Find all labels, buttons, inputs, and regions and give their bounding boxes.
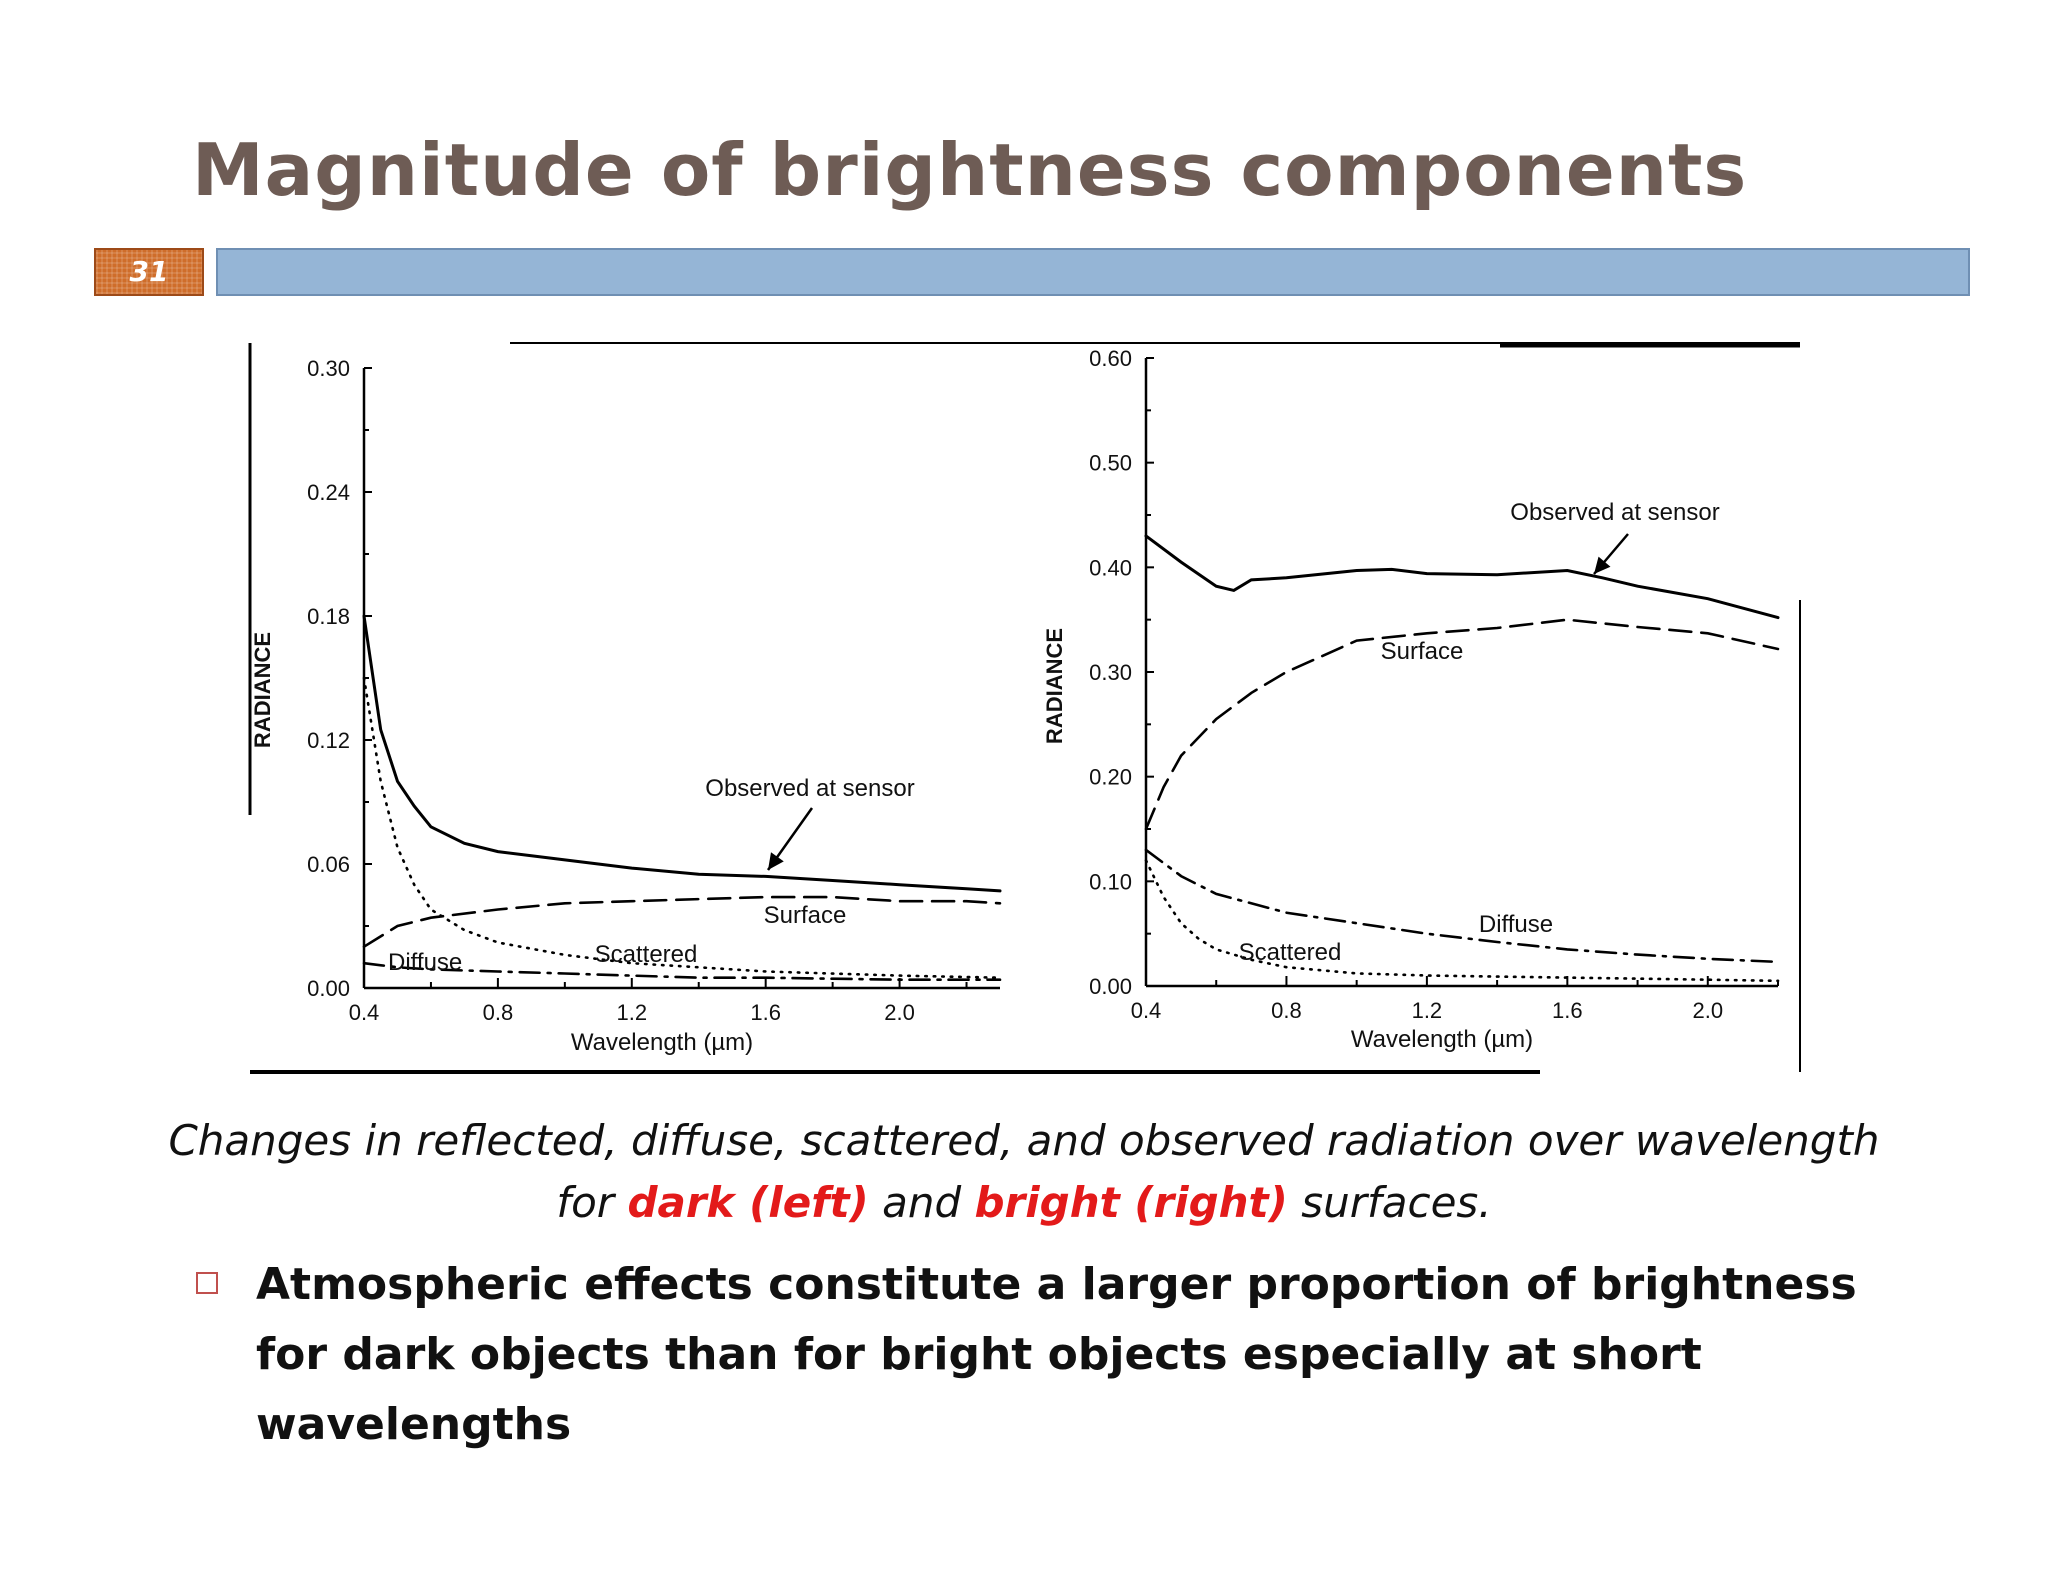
caption-line-2: for dark (left) and bright (right) surfa… (0, 1172, 2048, 1234)
left-annotation-arrowhead (768, 852, 784, 870)
figure-caption: Changes in reflected, diffuse, scattered… (0, 1110, 2048, 1234)
right-annotation-observed-at-sensor: Observed at sensor (1510, 499, 1719, 526)
left-x-tick-label: 0.8 (483, 1000, 514, 1025)
left-x-tick-label: 2.0 (884, 1000, 915, 1025)
right-y-tick-label: 0.30 (1089, 660, 1132, 685)
left-series-surface (362, 895, 1002, 948)
right-annotation-diffuse: Diffuse (1479, 911, 1553, 938)
right-y-tick-label: 0.40 (1089, 555, 1132, 580)
right-y-tick-label: 0.10 (1089, 869, 1132, 894)
right-x-tick-label: 1.6 (1552, 998, 1583, 1023)
left-x-tick-label: 0.4 (349, 1000, 380, 1025)
left-y-tick-label: 0.06 (307, 852, 350, 877)
right-annotation-arrowhead (1594, 556, 1611, 574)
right-y-tick-label: 0.50 (1089, 451, 1132, 476)
right-annotation-scattered: Scattered (1239, 939, 1342, 966)
right-x-tick-label: 2.0 (1692, 998, 1723, 1023)
caption-post: surfaces. (1287, 1178, 1492, 1227)
slide-title: Magnitude of brightness components (192, 128, 1748, 212)
left-y-tick-label: 0.24 (307, 480, 350, 505)
left-y-tick-label: 0.18 (307, 604, 350, 629)
right-series-surface (1144, 618, 1780, 831)
left-y-tick-label: 0.00 (307, 976, 350, 1001)
right-y-tick-label: 0.60 (1089, 346, 1132, 371)
caption-mid: and (868, 1178, 975, 1227)
left-annotation-surface: Surface (764, 902, 847, 929)
caption-dark-highlight: dark (left) (627, 1178, 869, 1227)
left-series-diffuse (362, 961, 1002, 981)
right-x-tick-label: 1.2 (1412, 998, 1443, 1023)
caption-line-1: Changes in reflected, diffuse, scattered… (168, 1116, 1880, 1165)
left-y-axis-label: RADIANCE (250, 632, 275, 748)
right-series-observed-at-sensor (1144, 534, 1780, 620)
right-y-tick-label: 0.20 (1089, 765, 1132, 790)
header-bar (216, 248, 1970, 296)
left-series-scattered (362, 676, 1002, 979)
right-series-diffuse (1144, 848, 1780, 964)
left-y-tick-label: 0.12 (307, 728, 350, 753)
right-x-tick-label: 0.4 (1131, 998, 1162, 1023)
left-x-tick-label: 1.2 (616, 1000, 647, 1025)
right-x-axis-label: Wavelength (µm) (1351, 1026, 1533, 1053)
left-series-observed-at-sensor (362, 614, 1002, 893)
right-y-axis-label: RADIANCE (1042, 628, 1067, 744)
left-annotation-observed-at-sensor: Observed at sensor (705, 775, 914, 802)
bullet-square-icon (196, 1272, 218, 1294)
left-annotation-scattered: Scattered (595, 941, 698, 968)
right-series-scattered (1144, 859, 1780, 983)
left-x-axis-label: Wavelength (µm) (571, 1029, 753, 1056)
left-annotation-diffuse: Diffuse (388, 949, 462, 976)
right-x-tick-label: 0.8 (1271, 998, 1302, 1023)
caption-pre: for (556, 1178, 628, 1227)
right-y-tick-label: 0.00 (1089, 974, 1132, 999)
slide-number-badge: 31 (94, 248, 204, 296)
left-y-tick-label: 0.30 (307, 356, 350, 381)
caption-bright-highlight: bright (right) (974, 1178, 1288, 1227)
left-x-tick-label: 1.6 (750, 1000, 781, 1025)
bullet-text: Atmospheric effects constitute a larger … (256, 1259, 1857, 1450)
right-annotation-surface: Surface (1381, 638, 1464, 665)
